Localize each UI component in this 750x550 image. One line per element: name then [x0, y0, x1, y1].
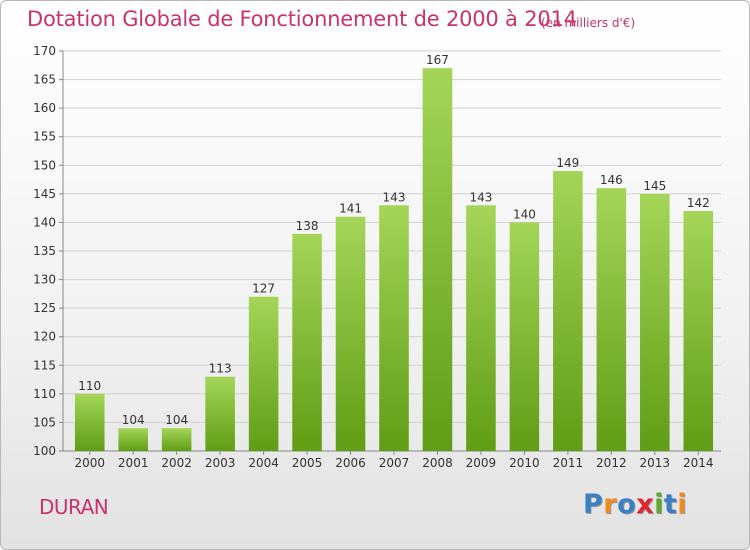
proxiti-logo[interactable]: Proxiti — [583, 489, 687, 520]
bar — [74, 393, 105, 451]
bar — [553, 171, 583, 451]
x-tick-label: 2002 — [161, 456, 192, 470]
logo-letter: P — [583, 489, 604, 520]
y-tick-label: 110 — [33, 387, 56, 401]
x-tick-label: 2008 — [422, 456, 453, 470]
data-label: 104 — [122, 413, 145, 427]
y-tick-label: 100 — [33, 444, 56, 458]
bar — [248, 296, 279, 451]
bar — [683, 211, 714, 451]
y-tick-label: 160 — [33, 101, 56, 115]
bar — [422, 68, 453, 452]
chart-title: Dotation Globale de Fonctionnement de 20… — [27, 7, 577, 31]
logo-letter: r — [603, 489, 618, 520]
data-label: 146 — [600, 173, 623, 187]
x-tick-label: 2005 — [292, 456, 323, 470]
bar — [161, 428, 192, 451]
data-label: 143 — [383, 190, 406, 204]
data-label: 143 — [469, 190, 492, 204]
x-tick-label: 2003 — [205, 456, 236, 470]
data-label: 142 — [687, 196, 710, 210]
x-tick-label: 2011 — [553, 456, 584, 470]
data-label: 110 — [78, 379, 101, 393]
y-tick-label: 170 — [33, 44, 56, 58]
y-tick-label: 105 — [33, 415, 56, 429]
y-tick-label: 140 — [33, 215, 56, 229]
data-label: 167 — [426, 53, 449, 67]
bar — [379, 205, 409, 451]
x-tick-label: 2006 — [335, 456, 366, 470]
bar — [292, 233, 322, 451]
bar — [335, 216, 366, 451]
data-label: 140 — [513, 207, 536, 221]
data-label: 141 — [339, 202, 362, 216]
commune-name: DURAN — [39, 495, 109, 519]
y-tick-label: 145 — [33, 187, 56, 201]
x-tick-label: 2014 — [683, 456, 714, 470]
x-tick-label: 2000 — [74, 456, 105, 470]
bars — [74, 68, 714, 452]
y-tick-label: 125 — [33, 301, 56, 315]
logo-letter: o — [617, 489, 637, 520]
data-label: 138 — [296, 219, 319, 233]
x-tick-label: 2004 — [248, 456, 279, 470]
bar — [640, 193, 670, 451]
y-tick-label: 155 — [33, 130, 56, 144]
chart-subtitle: (en milliers d'€) — [541, 16, 636, 30]
data-label: 149 — [556, 156, 579, 170]
data-label: 113 — [209, 362, 232, 376]
x-tick-label: 2010 — [509, 456, 540, 470]
data-label: 127 — [252, 282, 275, 296]
y-tick-label: 130 — [33, 273, 56, 287]
x-tick-label: 2007 — [379, 456, 410, 470]
bar — [509, 222, 540, 451]
y-tick-label: 115 — [33, 358, 56, 372]
data-label: 145 — [643, 179, 666, 193]
labels: 100 105 110 115 120 125 130 135 140 145 150 155 160 1… — [33, 44, 713, 470]
y-tick-label: 135 — [33, 244, 56, 258]
y-tick-label: 165 — [33, 73, 56, 87]
bar — [118, 428, 148, 451]
logo-letter: x — [636, 489, 655, 520]
x-tick-label: 2001 — [118, 456, 149, 470]
bar — [205, 376, 235, 451]
logo-letter: i — [677, 489, 688, 520]
x-tick-label: 2009 — [466, 456, 497, 470]
y-tick-label: 150 — [33, 158, 56, 172]
logo-letter: i — [654, 489, 664, 520]
bar — [596, 188, 627, 451]
logo-letter: t — [663, 489, 678, 520]
bar — [466, 205, 496, 451]
data-label: 104 — [165, 413, 188, 427]
x-tick-label: 2012 — [596, 456, 627, 470]
y-tick-label: 120 — [33, 330, 56, 344]
x-tick-label: 2013 — [640, 456, 671, 470]
